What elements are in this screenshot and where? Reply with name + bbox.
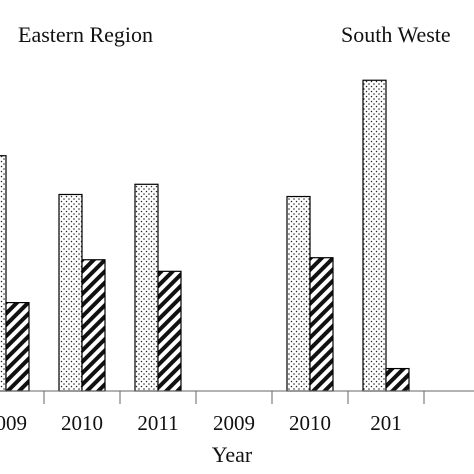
x-axis-title: Year bbox=[212, 442, 253, 467]
bar-dots-1 bbox=[58, 193, 83, 392]
bar-dots-2 bbox=[134, 183, 159, 392]
x-tick-label: 2011 bbox=[137, 411, 178, 435]
x-tick-label: 2010 bbox=[61, 411, 103, 435]
bar-diagonal-stripes-4 bbox=[309, 257, 334, 392]
bars-group bbox=[0, 79, 410, 392]
x-tick-label: 201 bbox=[370, 411, 402, 435]
x-ticks-group bbox=[43, 391, 425, 404]
bar-diagonal-stripes-5 bbox=[385, 367, 410, 392]
x-tick-labels-group: 2009 2010 2011 2009 2010 201 bbox=[0, 411, 402, 435]
bar-dots-0 bbox=[0, 155, 7, 392]
bar-diagonal-stripes-0 bbox=[5, 302, 30, 392]
panel-label-south-western: South Weste bbox=[341, 22, 451, 47]
x-tick-label: 2010 bbox=[289, 411, 331, 435]
x-tick-label: 2009 bbox=[0, 411, 27, 435]
x-tick-label: 2009 bbox=[213, 411, 255, 435]
bar-diagonal-stripes-1 bbox=[81, 259, 106, 392]
panel-label-eastern: Eastern Region bbox=[18, 22, 153, 47]
bar-diagonal-stripes-2 bbox=[157, 270, 182, 392]
bar-dots-5 bbox=[362, 79, 387, 392]
bar-dots-4 bbox=[286, 195, 311, 392]
